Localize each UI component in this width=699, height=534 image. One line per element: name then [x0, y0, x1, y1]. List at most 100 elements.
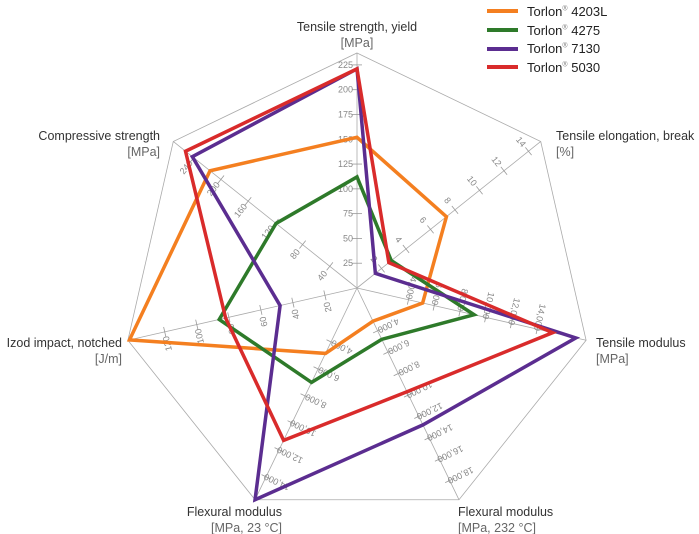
axis-tick	[274, 447, 284, 453]
tick-label: 175	[338, 109, 353, 119]
axis-tick	[326, 262, 334, 271]
tick-label: 75	[343, 209, 353, 219]
axis-title: Flexural modulus	[458, 505, 554, 519]
axis-tick	[299, 240, 306, 249]
axis-tick	[406, 294, 410, 305]
axis-title: Compressive strength	[38, 129, 160, 143]
axis-label-flexural-modulus-232: Flexural modulus [MPa, 232 °C]	[458, 504, 553, 534]
axis-tick	[291, 297, 295, 308]
legend-swatch	[487, 65, 518, 70]
axis-line	[254, 287, 358, 500]
tick-label: 18,000	[446, 465, 475, 486]
axis-unit: [MPa, 23 °C]	[211, 521, 282, 534]
axis-tick	[432, 300, 436, 311]
axis-unit: [MPa]	[340, 36, 374, 50]
axis-tick	[451, 205, 459, 215]
axis-tick	[445, 477, 455, 484]
axis-title: Tensile strength, yield	[296, 20, 418, 34]
legend-item-4275: Torlon® 4275	[487, 21, 607, 40]
tick-label: 14	[514, 135, 528, 149]
axis-tick	[383, 349, 393, 355]
legend-label: Torlon® 4203L	[527, 3, 608, 19]
legend-label: Torlon® 4275	[527, 22, 601, 38]
axis-tick	[217, 175, 225, 184]
axis-label-tensile-elongation: Tensile elongation, break [%]	[556, 128, 694, 160]
grid-outline	[127, 52, 587, 501]
axis-tick	[525, 147, 532, 156]
axis-tick	[261, 474, 271, 480]
axis-tick	[326, 339, 336, 345]
axis-label-tensile-modulus: Tensile modulus [MPa]	[596, 335, 686, 367]
axis-tick	[163, 326, 167, 337]
axis-tick	[378, 264, 385, 273]
tick-label: 25	[343, 258, 353, 268]
axis-tick	[484, 312, 488, 323]
tick-label: 14,000	[425, 422, 454, 443]
axis-label-compressive-strength: Compressive strength [MPa]	[0, 128, 160, 160]
legend: Torlon® 4203L Torlon® 4275 Torlon® 7130 …	[487, 2, 607, 77]
axis-tick	[372, 328, 383, 334]
axis-tick	[500, 166, 508, 175]
tick-label: 40	[315, 269, 329, 283]
axis-tick	[414, 413, 424, 419]
legend-swatch	[487, 46, 518, 51]
axis-title: Flexural modulus	[186, 505, 282, 519]
axis-unit: [J/m]	[94, 352, 122, 366]
tick-label: 16,000	[436, 443, 465, 464]
legend-swatch	[487, 9, 518, 14]
axis-title: Izod impact, notched	[6, 336, 122, 350]
tick-label: 6	[418, 215, 429, 225]
tick-label: 4	[393, 234, 404, 244]
axis-tick	[300, 393, 310, 399]
legend-item-7130: Torlon® 7130	[487, 39, 607, 58]
tick-label: 225	[338, 60, 353, 70]
axis-line	[173, 141, 358, 289]
legend-item-4203l: Torlon® 4203L	[487, 2, 607, 21]
axis-title: Tensile modulus	[596, 336, 686, 350]
tick-label: 200	[338, 85, 353, 95]
tick-label: 8,000	[397, 359, 422, 378]
legend-label: Torlon® 7130	[527, 41, 601, 57]
axis-unit: [%]	[556, 145, 575, 159]
tick-label: 20	[322, 301, 334, 313]
axis-tick	[476, 186, 483, 195]
tick-label: 12,000	[275, 445, 304, 466]
legend-label: Torlon® 5030	[527, 59, 601, 75]
axis-tick	[195, 319, 199, 330]
axis-tick	[402, 244, 410, 254]
legend-swatch	[487, 28, 518, 33]
tick-label: 125	[338, 159, 353, 169]
axis-tick	[323, 290, 327, 301]
axis-title: Tensile elongation, break	[556, 129, 695, 143]
axis-tick	[393, 371, 403, 377]
axis-tick	[313, 366, 323, 372]
tick-label: 50	[343, 233, 353, 243]
axis-tick	[403, 392, 414, 398]
axis-tick	[427, 225, 434, 234]
axis-unit: [MPa]	[127, 145, 160, 159]
axis-tick	[287, 420, 297, 426]
tick-label: 6,000	[386, 338, 411, 357]
axis-tick	[434, 456, 445, 462]
tick-label: 80	[288, 247, 302, 261]
axis-tick	[424, 435, 434, 441]
series-7130	[189, 66, 581, 503]
axis-tick	[259, 304, 263, 315]
axis-label-tensile-strength: Tensile strength, yield [MPa]	[257, 19, 457, 51]
tick-label: 160	[232, 202, 249, 220]
axis-label-flexural-modulus-23: Flexural modulus [MPa, 23 °C]	[82, 504, 282, 534]
axis-tick	[458, 306, 462, 317]
tick-label: 12,000	[506, 297, 522, 326]
tick-label: 8,000	[304, 392, 329, 411]
tick-label: 100	[193, 328, 206, 345]
axis-unit: [MPa, 232 °C]	[458, 521, 536, 534]
tick-label: 12	[489, 154, 503, 168]
tick-label: 12,000	[415, 401, 444, 422]
legend-item-5030: Torlon® 5030	[487, 58, 607, 77]
tick-label: 8	[442, 195, 453, 205]
axis-line	[356, 287, 460, 500]
tick-label: 100	[338, 184, 353, 194]
tick-label: 10	[465, 174, 479, 188]
